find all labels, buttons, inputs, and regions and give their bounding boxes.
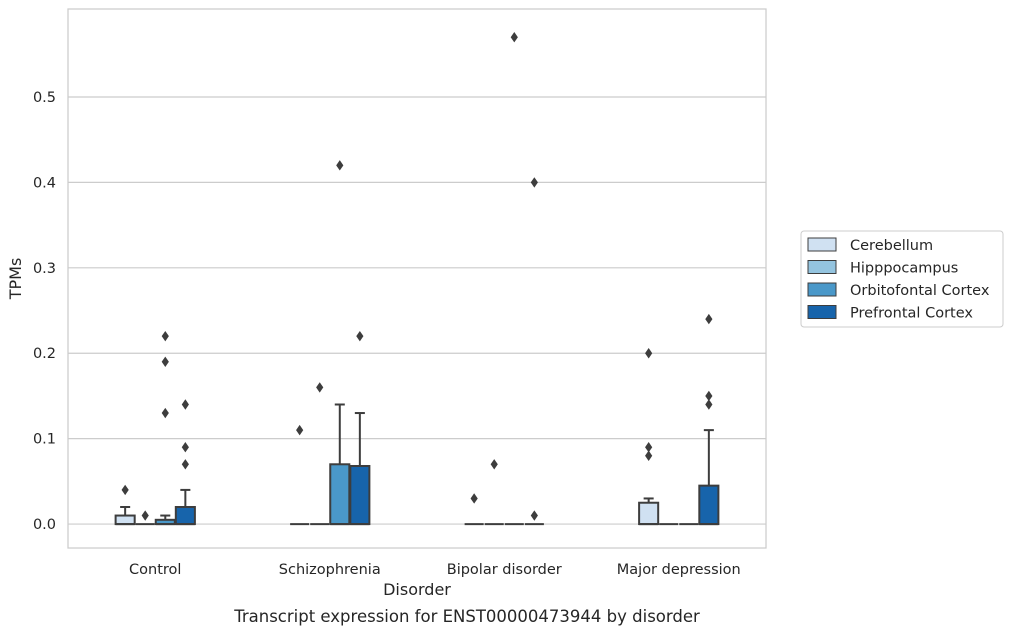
x-tick-label: Major depression <box>617 562 741 578</box>
box-body <box>174 505 196 526</box>
gridlines <box>68 96 766 525</box>
legend-swatch <box>807 282 837 297</box>
outlier-point <box>296 424 304 436</box>
legend-swatch <box>807 237 837 252</box>
outliers <box>121 31 713 521</box>
outlier-point <box>705 390 713 402</box>
box-prefrontal-cortex <box>174 488 196 526</box>
box-orbitofontal-cortex <box>329 403 351 526</box>
y-tick-label: 0.5 <box>33 90 56 106</box>
y-tick-label: 0.1 <box>33 432 56 448</box>
outlier-point <box>510 31 518 43</box>
outlier-point <box>530 177 538 188</box>
outlier-point <box>645 442 653 453</box>
legend-label: Orbitofontal Cortex <box>850 283 990 299</box>
legend-item: Prefrontal Cortex <box>807 305 973 322</box>
outlier-point <box>470 493 478 504</box>
y-tick-label: 0.2 <box>33 346 56 362</box>
plot-area <box>67 8 767 549</box>
outlier-point <box>645 348 653 359</box>
box-body <box>329 463 351 526</box>
outlier-point <box>181 399 189 410</box>
x-axis-ticks: Control Schizophrenia Bipolar disorder Majo… <box>129 562 741 578</box>
box-orbitofontal-cortex <box>154 514 176 526</box>
x-axis-label: Disorder <box>383 580 451 599</box>
outlier-point <box>181 442 189 453</box>
legend-item: Cerebellum <box>807 237 933 254</box>
outlier-point <box>530 510 538 521</box>
y-tick-label: 0.3 <box>33 261 56 277</box>
y-tick-label: 0.0 <box>33 517 56 533</box>
box-body <box>114 514 136 526</box>
legend-item: Hipppocampus <box>807 260 958 277</box>
legend: Cerebellum Hipppocampus Orbitofontal Corte… <box>800 230 1004 328</box>
outlier-point <box>181 459 189 470</box>
legend-label: Prefrontal Cortex <box>850 306 973 322</box>
box-cerebellum <box>114 505 136 526</box>
outlier-point <box>490 459 498 470</box>
legend-swatch <box>807 260 837 274</box>
boxes <box>114 403 720 526</box>
legend-item: Orbitofontal Cortex <box>807 282 990 299</box>
outlier-point <box>161 407 169 419</box>
outlier-point <box>705 313 713 325</box>
y-axis-label: TPMs <box>6 258 25 301</box>
outlier-point <box>645 450 653 461</box>
outlier-point <box>316 382 324 393</box>
box-body <box>638 501 660 526</box>
box-cerebellum <box>638 497 660 526</box>
legend-items: Cerebellum Hipppocampus Orbitofontal Corte… <box>807 237 990 322</box>
outlier-point <box>121 484 129 496</box>
box-prefrontal-cortex <box>698 429 720 526</box>
y-tick-label: 0.4 <box>33 175 56 191</box>
chart-caption: Transcript expression for ENST0000047394… <box>233 607 700 626</box>
legend-label: Cerebellum <box>850 238 933 254</box>
legend-frame <box>800 230 1004 328</box>
outlier-point <box>336 160 344 171</box>
box-body <box>349 464 371 526</box>
outlier-point <box>161 356 169 367</box>
outlier-point <box>356 330 364 342</box>
x-tick-label: Bipolar disorder <box>447 562 562 578</box>
outlier-point <box>141 510 149 521</box>
x-tick-label: Schizophrenia <box>279 562 381 578</box>
outlier-point <box>705 399 713 410</box>
box-body <box>698 484 720 526</box>
y-axis-ticks: 0.0 0.1 0.2 0.3 0.4 0.5 <box>33 90 56 533</box>
legend-label: Hipppocampus <box>850 261 958 277</box>
legend-swatch <box>807 305 837 319</box>
box-prefrontal-cortex <box>349 412 371 526</box>
outlier-point <box>161 330 169 342</box>
x-tick-label: Control <box>129 562 181 578</box>
